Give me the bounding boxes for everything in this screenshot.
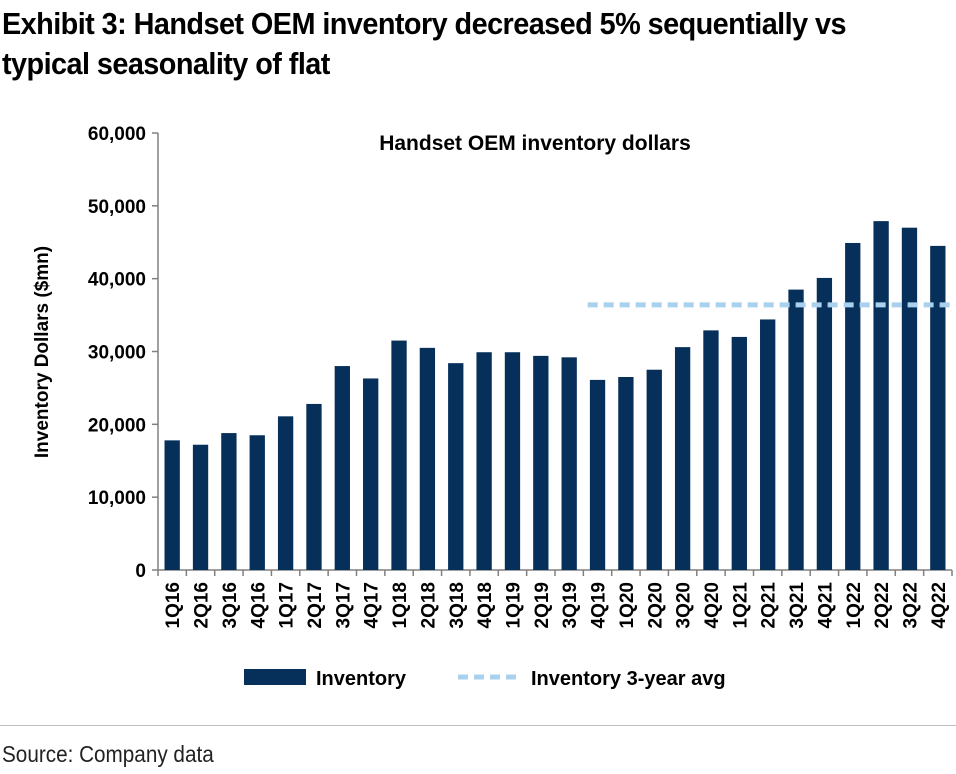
x-tick-label: 2Q22: [872, 582, 893, 628]
bar: [221, 433, 237, 570]
x-tick-label: 4Q19: [589, 582, 610, 628]
bar: [561, 357, 577, 570]
bar: [306, 403, 322, 570]
x-tick-label: 1Q20: [617, 582, 638, 628]
bar: [164, 440, 180, 570]
x-tick-label: 4Q17: [362, 582, 383, 628]
bar: [589, 379, 606, 570]
bar: [845, 242, 861, 570]
bar: [391, 340, 407, 570]
bar: [873, 221, 889, 570]
x-tick-label: 3Q19: [560, 582, 581, 628]
bar: [760, 319, 776, 570]
bar: [618, 376, 634, 570]
plot-area: 0 10,000 20,000 30,000 40,000 50,000 60,000 1Q1…: [88, 124, 953, 629]
x-tick-label: 4Q22: [929, 582, 950, 628]
x-tick-label: 2Q21: [759, 582, 780, 629]
bar: [249, 435, 265, 570]
bar: [816, 277, 833, 570]
bar: [646, 369, 662, 570]
bar-chart: Handset OEM inventory dollars Inventory …: [32, 124, 953, 690]
y-tick-label: 0: [135, 561, 146, 582]
y-tick-label: 50,000: [88, 197, 146, 218]
x-tick-label: 3Q20: [674, 582, 695, 628]
x-tick-label: 3Q17: [333, 582, 354, 628]
legend: Inventory Inventory 3-year avg: [244, 668, 726, 690]
bar: [504, 352, 521, 570]
bar: [363, 378, 379, 570]
x-tick-label: 3Q16: [220, 582, 241, 628]
x-tick-label: 3Q18: [447, 582, 468, 628]
bar: [703, 330, 719, 570]
x-tick-label: 4Q16: [248, 582, 269, 628]
x-tick-label: 1Q17: [277, 582, 298, 628]
x-tick-label: 4Q20: [702, 582, 723, 628]
bar: [901, 227, 918, 570]
x-tick-label: 4Q18: [475, 582, 496, 628]
x-tick-label: 1Q18: [390, 582, 411, 628]
y-axis-label: Inventory Dollars ($mn): [32, 246, 53, 458]
x-tick-label: 1Q19: [503, 582, 524, 628]
y-tick-label: 10,000: [88, 488, 146, 509]
exhibit-title: Exhibit 3: Handset OEM inventory decreas…: [2, 6, 847, 81]
y-tick-label: 30,000: [88, 343, 146, 364]
x-tick-label: 3Q21: [787, 582, 808, 629]
x-tick-label: 1Q22: [844, 582, 865, 628]
bar: [788, 289, 804, 570]
x-tick-label: 2Q16: [192, 582, 213, 628]
bar: [448, 363, 464, 570]
bar: [930, 245, 946, 570]
bar: [476, 352, 492, 570]
bar: [731, 336, 747, 570]
x-tick-label: 2Q19: [532, 582, 553, 628]
y-tick-label: 60,000: [88, 124, 146, 145]
legend-label-inventory: Inventory: [316, 668, 407, 690]
bar: [277, 416, 294, 570]
bar: [334, 366, 350, 570]
x-tick-label: 3Q22: [900, 582, 921, 628]
x-tick-label: 1Q21: [730, 582, 751, 629]
y-tick-label: 20,000: [88, 415, 146, 436]
source-note: Source: Company data: [2, 741, 214, 767]
legend-label-3yr-avg: Inventory 3-year avg: [531, 668, 726, 690]
x-tick-label: 4Q21: [815, 582, 836, 629]
x-tick-label: 2Q17: [305, 582, 326, 628]
bar: [533, 355, 549, 570]
y-tick-label: 40,000: [88, 270, 146, 291]
chart-title: Handset OEM inventory dollars: [379, 132, 691, 155]
x-tick-label: 1Q16: [163, 582, 184, 628]
bar: [192, 444, 209, 570]
x-tick-label: 2Q18: [418, 582, 439, 628]
footer-divider: [0, 725, 956, 726]
bar: [419, 347, 436, 570]
bar: [674, 347, 691, 570]
x-tick-label: 2Q20: [645, 582, 666, 628]
legend-swatch-inventory: [244, 669, 306, 685]
